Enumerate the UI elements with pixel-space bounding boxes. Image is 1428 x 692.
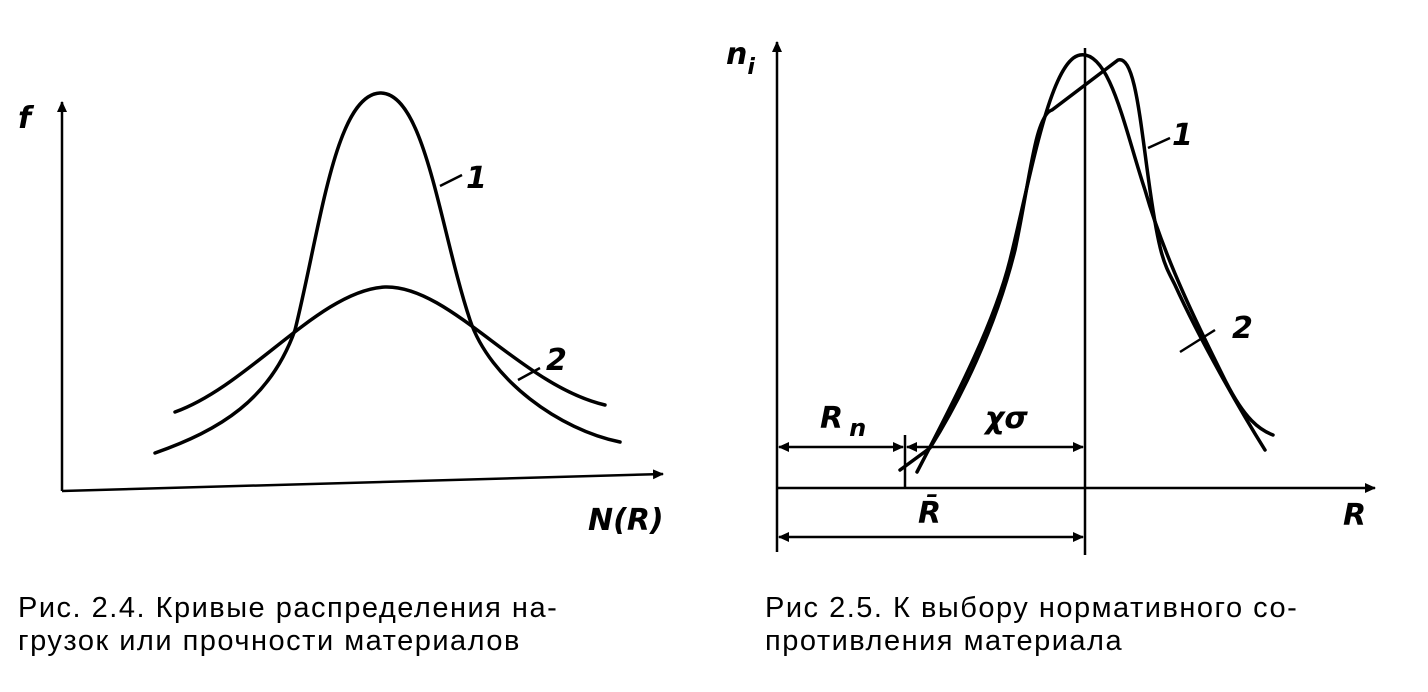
label-main: R [820, 401, 843, 436]
leader-2 [517, 366, 541, 382]
leader-1 [1147, 136, 1171, 150]
axis-x-label: R [1343, 498, 1366, 533]
axis-y-label: f [18, 101, 35, 136]
caption-line: грузок или прочности материалов [18, 625, 521, 657]
curve-label: 2 [546, 343, 567, 378]
curve-2 [173, 285, 607, 414]
dimension-label: χσ [983, 401, 1028, 436]
leader-2 [1179, 328, 1216, 354]
dimension-label: R̄ [918, 495, 941, 531]
curve-label: 2 [1232, 311, 1253, 346]
curve-label: 1 [1172, 118, 1193, 153]
axis-y-label: ni [726, 37, 755, 80]
curve-label: 1 [466, 161, 487, 196]
caption-line: противления материала [765, 625, 1123, 657]
axis-x-label: N(R) [588, 503, 664, 538]
leader-1 [439, 173, 463, 188]
label-main: n [726, 37, 747, 72]
curve-1 [915, 53, 1275, 474]
caption-line: Рис. 2.4. Кривые распределения на- [18, 592, 558, 624]
curve-2 [898, 58, 1267, 472]
curve-1 [153, 91, 622, 455]
figure-2-4: f N(R) 1 2 Рис. 2.4. Кривые распределени… [18, 91, 664, 657]
label-sub: i [747, 55, 755, 80]
x-axis [61, 469, 664, 493]
caption-line: Рис 2.5. К выбору нормативного со- [765, 592, 1298, 624]
label-sub: n [849, 414, 866, 442]
